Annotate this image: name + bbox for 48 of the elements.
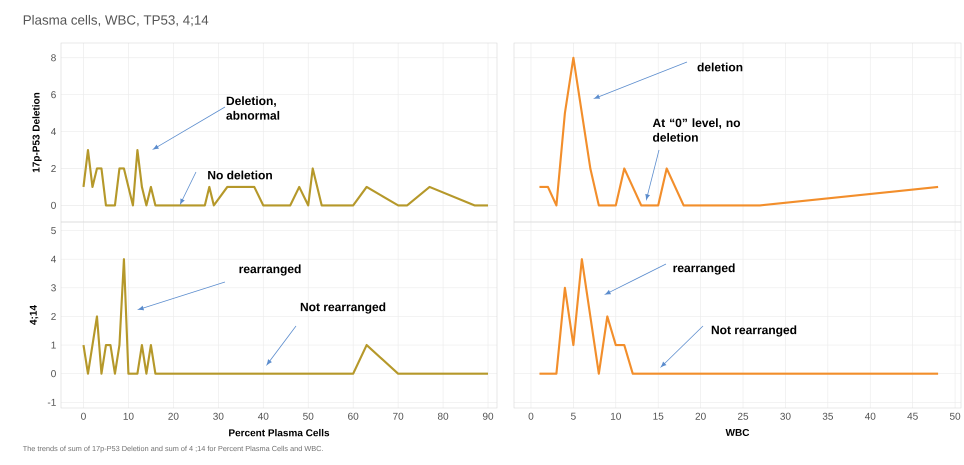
y-tick-label: 0 — [51, 202, 56, 209]
y-tick-label: 4 — [50, 128, 56, 136]
annotation: No deletion — [208, 170, 272, 180]
x-tick-label: 40 — [864, 412, 876, 420]
x-tick-label: 50 — [303, 412, 314, 420]
y-tick-label: 4 — [50, 256, 56, 263]
y-tick-label: -1 — [48, 398, 56, 406]
y-tick-label: 6 — [51, 91, 56, 98]
chart-title: Plasma cells, WBC, TP53, 4;14 — [24, 14, 208, 26]
y-tick-label: 0 — [51, 370, 56, 378]
line-series — [82, 258, 490, 375]
annotation: rearranged — [239, 264, 301, 276]
x-tick-label: 25 — [738, 412, 748, 420]
x-tick-label: 0 — [528, 412, 534, 420]
x-tick-label: 80 — [438, 412, 448, 420]
x-tick-label: 0 — [81, 412, 86, 420]
y-tick-label: 8 — [51, 54, 56, 62]
annotation: deletion — [698, 62, 742, 72]
y-tick-label: 2 — [51, 312, 56, 320]
y-tick-label: 2 — [51, 164, 56, 172]
annotation: Deletion, abnormal — [226, 96, 280, 120]
x-tick-label: 35 — [822, 412, 833, 420]
y-tick-label: 1 — [51, 342, 56, 348]
x-tick-label: 30 — [780, 412, 791, 420]
annotation: rearranged — [673, 263, 735, 275]
x-tick-label: 10 — [610, 412, 621, 420]
x-axis-title: WBC — [726, 428, 750, 436]
annotation: At “0” level, no deletion — [652, 118, 740, 142]
x-tick-label: 15 — [653, 412, 664, 420]
x-tick-label: 45 — [907, 412, 918, 420]
x-tick-label: 20 — [696, 412, 706, 420]
y-axis-title: 17p-P53 Deletion — [32, 92, 42, 172]
line-series — [82, 148, 490, 206]
x-tick-label: 20 — [168, 412, 179, 420]
x-tick-label: 40 — [258, 412, 268, 420]
x-tick-label: 60 — [348, 412, 358, 420]
x-tick-label: 90 — [482, 412, 494, 420]
x-axis-title: Percent Plasma Cells — [229, 428, 330, 436]
annotation: Not rearranged — [300, 302, 386, 314]
x-tick-label: 70 — [393, 412, 404, 420]
y-tick-label: 3 — [51, 284, 56, 292]
x-tick-label: 10 — [124, 412, 134, 420]
x-tick-label: 50 — [950, 412, 960, 420]
y-axis-title: 4;14 — [30, 305, 38, 325]
x-tick-label: 30 — [213, 412, 224, 420]
annotation: Not rearranged — [712, 325, 796, 337]
x-tick-label: 5 — [570, 412, 576, 420]
y-tick-label: 5 — [51, 227, 56, 234]
